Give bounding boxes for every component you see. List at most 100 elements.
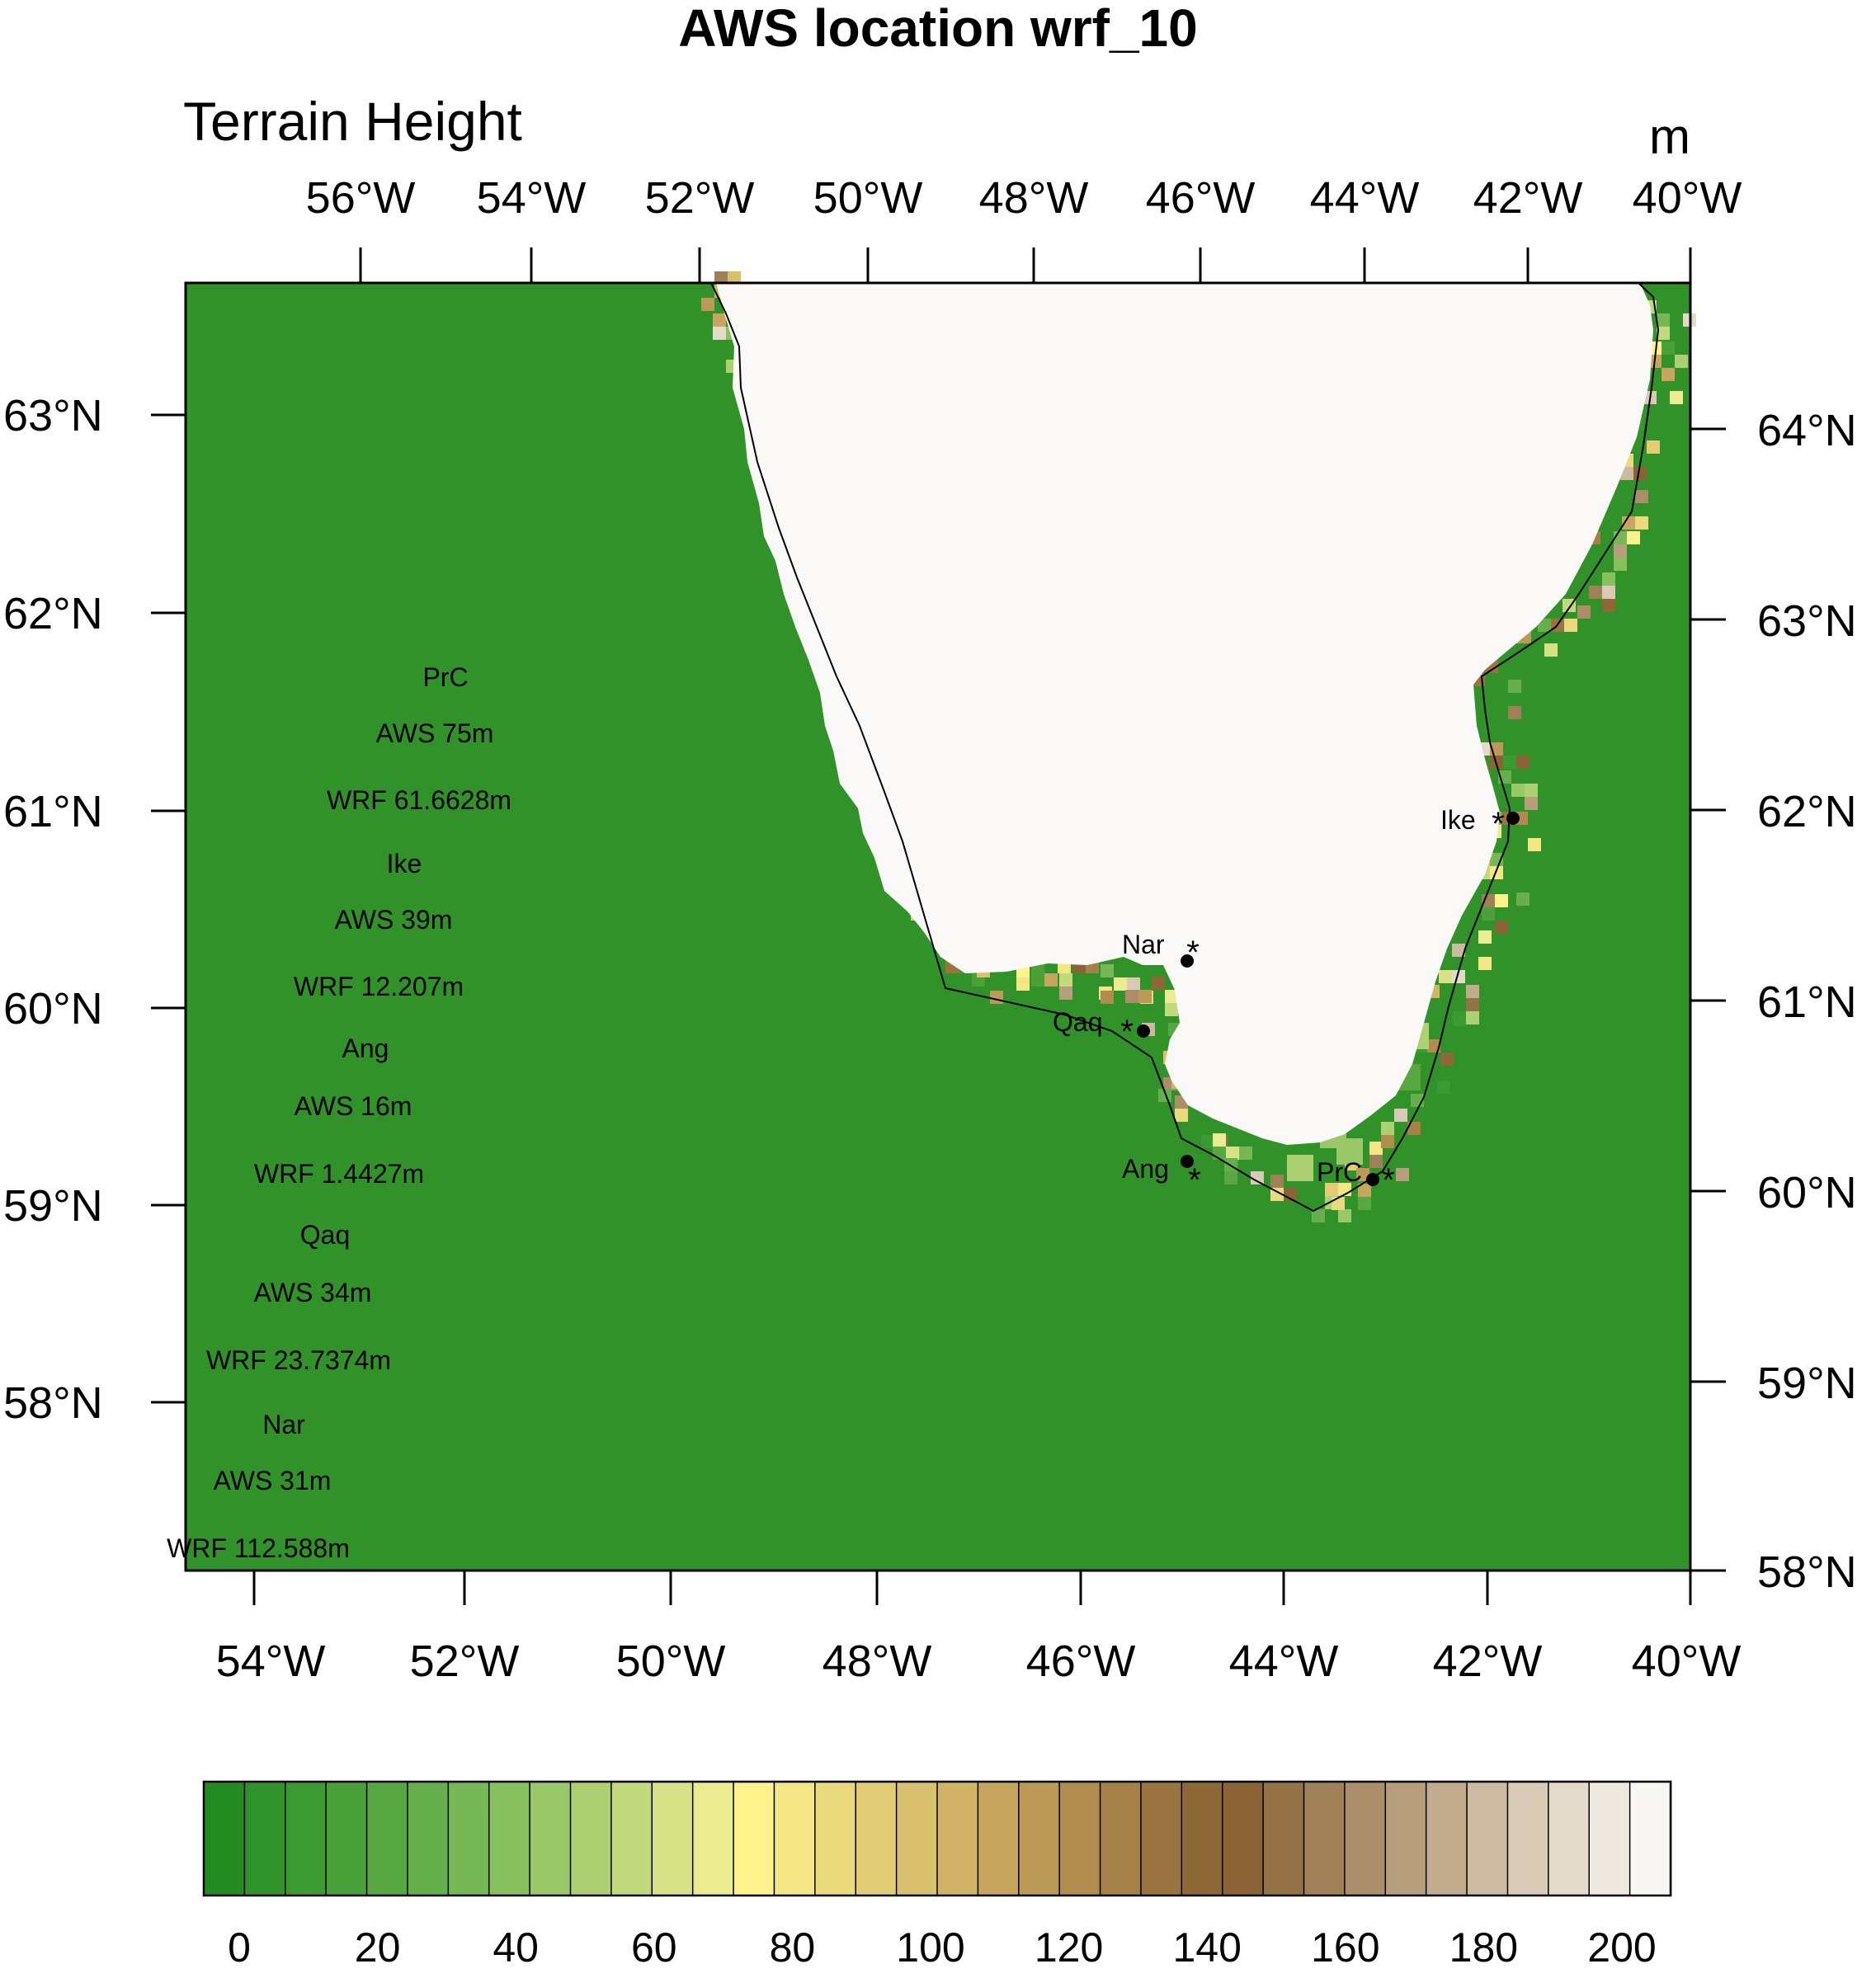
tick-label-bottom: 42°W — [1433, 1637, 1543, 1686]
tick-label-top: 52°W — [645, 173, 755, 223]
tick-label-top: 44°W — [1310, 173, 1420, 223]
terrain-pixel — [1647, 440, 1660, 454]
terrain-pixel — [1495, 894, 1508, 907]
tick-label-top: 50°W — [813, 173, 923, 223]
colorbar — [202, 1780, 1672, 1897]
tick-label-left: 63°N — [3, 391, 103, 440]
terrain-pixel — [1635, 516, 1648, 530]
terrain-pixel — [1538, 619, 1551, 632]
colorbar-swatch — [488, 1781, 531, 1896]
terrain-pixel — [1452, 944, 1465, 957]
terrain-pixel — [1059, 987, 1072, 1000]
colorbar-labels: 0 20 40 60 80 100 120 140 160 180 200 — [228, 1924, 1657, 1971]
colorbar-swatch — [1181, 1781, 1223, 1896]
terrain-pixel — [1466, 985, 1479, 998]
station-marker-ang: Ang * — [1122, 1154, 1201, 1199]
terrain-pixel — [1662, 368, 1675, 381]
axis-bottom: 54°W 52°W 50°W 48°W 46°W 44°W 42°W 40°W — [216, 1571, 1742, 1686]
colorbar-tick-label: 20 — [355, 1924, 401, 1971]
map-plot-area — [186, 271, 1696, 1571]
terrain-pixel — [1511, 784, 1525, 797]
terrain-pixel — [1528, 838, 1541, 851]
terrain-pixel — [1213, 1147, 1226, 1160]
colorbar-swatch — [733, 1781, 775, 1896]
terrain-pixel — [1614, 558, 1627, 571]
axis-left: 63°N 62°N 61°N 60°N 59°N 58°N — [3, 391, 186, 1428]
station-label-prc: PrC — [1317, 1157, 1362, 1187]
terrain-pixel — [713, 313, 726, 327]
terrain-pixel — [1516, 756, 1530, 769]
station-elevation-list: PrC AWS 75m WRF 61.6628m Ike AWS 39m WRF… — [167, 662, 511, 1563]
tick-label-top: 40°W — [1633, 173, 1742, 223]
tick-label-right: 64°N — [1757, 406, 1857, 455]
terrain-pixel — [1452, 970, 1465, 983]
tick-label-top: 46°W — [1146, 173, 1256, 223]
tick-label-bottom: 40°W — [1632, 1637, 1742, 1686]
terrain-pixel — [1213, 1133, 1226, 1147]
colorbar-swatch — [407, 1781, 450, 1896]
terrain-pixel — [1633, 467, 1647, 480]
terrain-pixel — [1224, 1171, 1237, 1184]
colorbar-swatch — [1506, 1781, 1550, 1896]
terrain-pixel — [1239, 1147, 1252, 1160]
list-item: PrC — [422, 662, 468, 692]
terrain-pixel — [1602, 586, 1615, 599]
colorbar-swatch — [1058, 1781, 1101, 1896]
terrain-pixel — [1614, 544, 1627, 558]
list-item: WRF 23.7374m — [206, 1345, 391, 1375]
list-item: Nar — [262, 1410, 305, 1439]
list-item: WRF 61.6628m — [327, 785, 511, 815]
tick-label-bottom: 48°W — [823, 1637, 932, 1686]
terrain-pixel — [1427, 1039, 1440, 1053]
terrain-pixel — [1016, 977, 1030, 991]
terrain-pixel — [1525, 797, 1538, 810]
list-item: AWS 31m — [214, 1466, 332, 1495]
colorbar-swatch — [1140, 1781, 1183, 1896]
colorbar-swatch — [936, 1781, 979, 1896]
list-item: Ike — [387, 849, 422, 878]
terrain-pixel — [1478, 957, 1492, 970]
terrain-pixel — [728, 271, 741, 285]
colorbar-swatch — [610, 1781, 653, 1896]
terrain-pixel — [1495, 921, 1508, 934]
terrain-pixel — [1101, 964, 1114, 977]
colorbar-outline — [202, 1780, 1672, 1897]
tick-label-top: 56°W — [306, 173, 416, 223]
terrain-pixel — [1031, 973, 1044, 987]
tick-label-top: 54°W — [477, 173, 587, 223]
station-aws-star-qaq: * — [1120, 1014, 1134, 1050]
tick-label-bottom: 54°W — [216, 1637, 326, 1686]
list-item: WRF 1.4427m — [254, 1159, 424, 1189]
colorbar-swatch — [243, 1781, 287, 1896]
terrain-pixel — [713, 327, 726, 340]
terrain-pixel — [1044, 973, 1058, 987]
list-item: WRF 12.207m — [294, 972, 464, 1001]
terrain-pixel — [1602, 572, 1615, 586]
terrain-pixel — [1478, 930, 1492, 944]
terrain-pixel — [1657, 327, 1670, 340]
terrain-pixel — [1453, 1011, 1466, 1024]
list-item: AWS 34m — [254, 1278, 372, 1307]
terrain-pixel — [1516, 892, 1530, 906]
station-wrf-dot-ang — [1181, 1155, 1194, 1168]
terrain-pixel — [1152, 977, 1165, 990]
terrain-pixel — [1466, 1011, 1479, 1024]
station-wrf-dot-nar — [1181, 954, 1194, 968]
colorbar-tick-label: 140 — [1172, 1924, 1241, 1971]
terrain-pixel — [1589, 586, 1602, 599]
colorbar-swatch — [1018, 1781, 1061, 1896]
colorbar-swatch — [691, 1781, 735, 1896]
terrain-pixel — [1437, 1081, 1450, 1094]
ice-sheet — [716, 283, 1653, 1145]
terrain-pixel — [1508, 706, 1521, 719]
terrain-pixel — [1138, 990, 1152, 1003]
subtitle-terrain-height: Terrain Height — [183, 91, 522, 152]
colorbar-swatch — [773, 1781, 817, 1896]
colorbar-swatch — [814, 1781, 857, 1896]
colorbar-swatch — [895, 1781, 939, 1896]
axis-top: 56°W 54°W 52°W 50°W 48°W 46°W 44°W 42°W … — [306, 173, 1742, 283]
terrain-pixel — [1503, 756, 1516, 769]
terrain-pixel — [1602, 599, 1615, 612]
terrain-pixel — [1482, 907, 1495, 921]
colorbar-swatch — [977, 1781, 1020, 1896]
